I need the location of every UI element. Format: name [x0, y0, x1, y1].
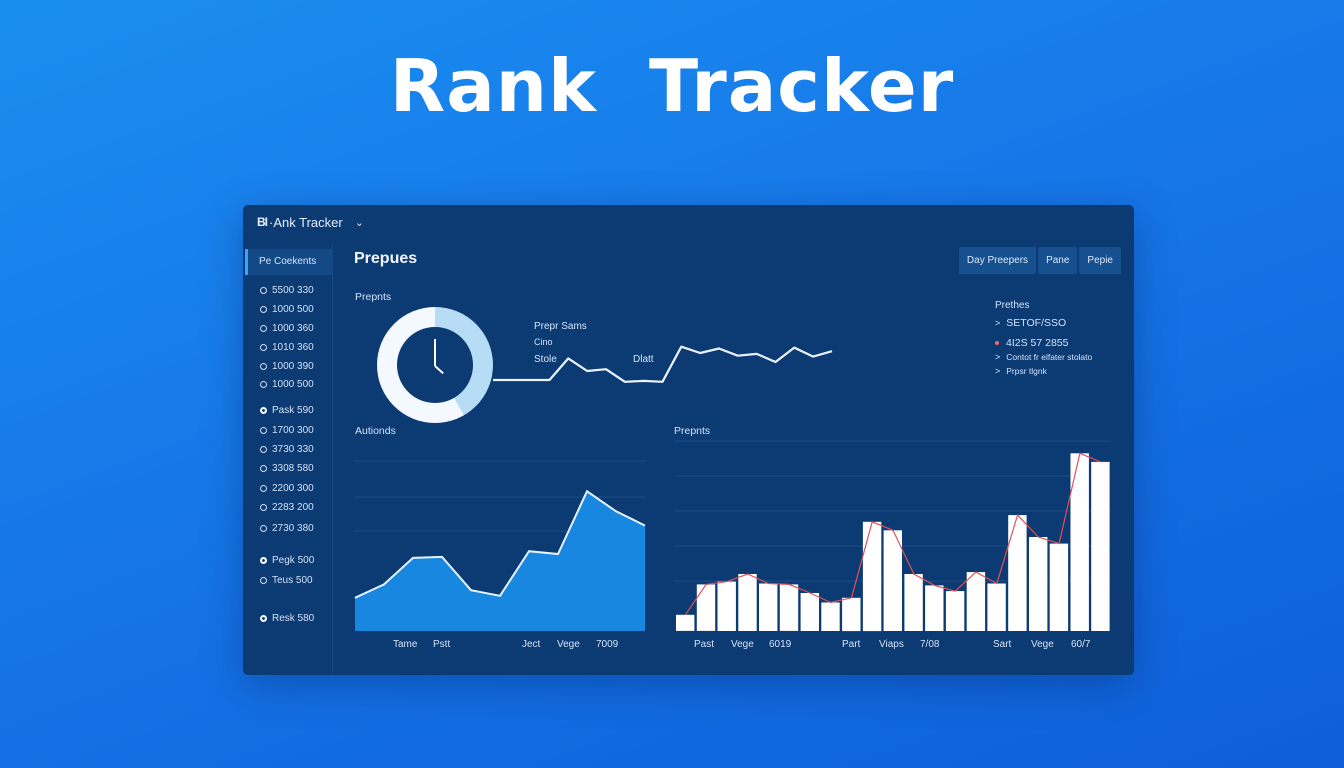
radio-selected-icon[interactable] — [260, 614, 267, 622]
x-axis-tick-label: Past — [694, 639, 715, 650]
x-axis-tick-label: 7/08 — [920, 639, 940, 650]
radio-icon[interactable] — [260, 524, 267, 532]
info-heading: Prethes — [995, 300, 1030, 311]
radio-icon[interactable] — [260, 362, 267, 370]
sidebar-item[interactable]: 1010 360 — [260, 340, 314, 354]
x-axis-tick-label: Vege — [557, 639, 580, 650]
x-axis-tick-label: Pstt — [433, 639, 451, 650]
radio-icon[interactable] — [260, 503, 267, 511]
sidebar-item-label: 3308 580 — [272, 462, 314, 474]
app-window: BI ·Ank Tracker ⌄ Pe Coekents 5500 330 10… — [243, 205, 1134, 675]
spark-subtitle: Cino — [534, 337, 553, 347]
sidebar: Pe Coekents 5500 330 1000 500 1000 360 1010… — [243, 245, 333, 673]
spark-title: Prepr Sams — [534, 321, 587, 332]
app-logo-icon: BI — [257, 215, 268, 229]
sidebar-item-label: 3730 330 — [272, 443, 314, 455]
page-title: Prepues — [354, 250, 418, 267]
sidebar-item-label: Resk 580 — [272, 612, 315, 624]
spark-label-left: Stole — [534, 354, 557, 365]
sidebar-item[interactable]: 1000 390 — [260, 359, 314, 373]
info-item[interactable]: > Contot fr elfater stolato — [995, 352, 1093, 362]
pane-button[interactable]: Pane — [1038, 247, 1078, 274]
radio-icon[interactable] — [260, 380, 267, 388]
sidebar-item[interactable]: 1000 500 — [260, 377, 314, 391]
info-panel: Prethes > SETOF/SSO 4I2S 57 2855 > Contot … — [995, 300, 1092, 380]
spark-label-mid: Dlatt — [633, 354, 654, 365]
x-axis-tick-label: Sart — [993, 639, 1012, 650]
x-axis-tick-label: Tame — [393, 639, 418, 650]
sidebar-item-label: Pegk 500 — [272, 554, 315, 566]
x-axis-tick-label: Viaps — [879, 639, 904, 650]
x-axis-tick-label: Ject — [522, 639, 541, 650]
bar-section-label: Prepnts — [674, 425, 711, 437]
x-axis-tick-label: Part — [842, 639, 861, 650]
sidebar-item[interactable]: 1000 360 — [260, 321, 314, 335]
sidebar-item-label: 5500 330 — [272, 284, 314, 296]
caret-right-icon: > — [995, 318, 1001, 328]
sidebar-item-label: 1000 360 — [272, 322, 314, 334]
sidebar-item[interactable]: 2200 300 — [260, 481, 314, 495]
info-item[interactable]: 4I2S 57 2855 — [995, 337, 1092, 349]
info-item[interactable]: > SETOF/SSO — [995, 317, 1067, 329]
radio-icon[interactable] — [260, 445, 267, 453]
clock-icon — [397, 327, 473, 403]
hero-title: Rank Tracker — [389, 44, 955, 128]
toolbar-button-group: Day Preepers Pane Pepie — [958, 247, 1121, 274]
sidebar-item-label: 1000 500 — [272, 303, 314, 315]
donut-section-label: Prepnts — [355, 291, 392, 303]
sidebar-item-label: Pask 590 — [272, 404, 314, 416]
area-section-label: Autionds — [355, 425, 396, 437]
radio-icon[interactable] — [260, 426, 267, 434]
sidebar-item[interactable]: Pegk 500 — [260, 553, 314, 567]
sidebar-item-label: 2730 380 — [272, 522, 314, 534]
sidebar-item[interactable]: 2730 380 — [260, 521, 314, 535]
x-axis-tick-label: Vege — [1031, 639, 1054, 650]
sparkline-chart — [493, 345, 833, 383]
sidebar-item-label: 1010 360 — [272, 341, 314, 353]
radio-icon[interactable] — [260, 286, 267, 294]
sidebar-item[interactable]: 2283 200 — [260, 500, 314, 514]
info-item[interactable]: > Prpsr tlgnk — [995, 366, 1047, 376]
x-axis-tick-label: 6019 — [769, 639, 792, 650]
radio-icon[interactable] — [260, 576, 267, 584]
sidebar-item-label: Teus 500 — [272, 574, 313, 586]
radio-icon[interactable] — [260, 305, 267, 313]
sidebar-item[interactable]: Resk 580 — [260, 611, 314, 625]
radio-icon[interactable] — [260, 464, 267, 472]
sidebar-item[interactable]: 1700 300 — [260, 423, 314, 437]
app-title: ·Ank Tracker — [269, 214, 343, 230]
sidebar-active-tab[interactable]: Pe Coekents — [245, 249, 333, 275]
bullet-icon — [995, 341, 999, 345]
x-axis-tick-label: 60/7 — [1071, 639, 1091, 650]
sidebar-item-label: 1700 300 — [272, 424, 314, 436]
radio-icon[interactable] — [260, 343, 267, 351]
donut-chart — [377, 307, 493, 423]
x-axis-tick-label: 7009 — [596, 639, 619, 650]
sidebar-item-label: 2283 200 — [272, 501, 314, 513]
sidebar-item[interactable]: 1000 500 — [260, 302, 314, 316]
sidebar-item-label: 2200 300 — [272, 482, 314, 494]
radio-selected-icon[interactable] — [260, 406, 267, 414]
sidebar-item[interactable]: Pask 590 — [260, 403, 314, 417]
sidebar-item-label: 1000 500 — [272, 378, 314, 390]
caret-right-icon: > — [995, 352, 1001, 362]
sidebar-item-label: 1000 390 — [272, 360, 314, 372]
area-chart — [354, 460, 646, 631]
window-titlebar: BI ·Ank Tracker ⌄ — [243, 205, 1134, 239]
sidebar-item[interactable]: Teus 500 — [260, 573, 313, 587]
sidebar-item[interactable]: 3730 330 — [260, 442, 314, 456]
day-preepers-button[interactable]: Day Preepers — [958, 247, 1037, 274]
radio-icon[interactable] — [260, 324, 267, 332]
chevron-down-icon[interactable]: ⌄ — [354, 216, 364, 229]
sidebar-item[interactable]: 3308 580 — [260, 461, 314, 475]
bar-chart — [675, 440, 1111, 632]
radio-icon[interactable] — [260, 484, 267, 492]
radio-selected-icon[interactable] — [260, 556, 267, 564]
sidebar-item[interactable]: 5500 330 — [260, 283, 314, 297]
pepie-button[interactable]: Pepie — [1079, 247, 1121, 274]
caret-right-icon: > — [995, 366, 1001, 376]
x-axis-tick-label: Vege — [731, 639, 754, 650]
